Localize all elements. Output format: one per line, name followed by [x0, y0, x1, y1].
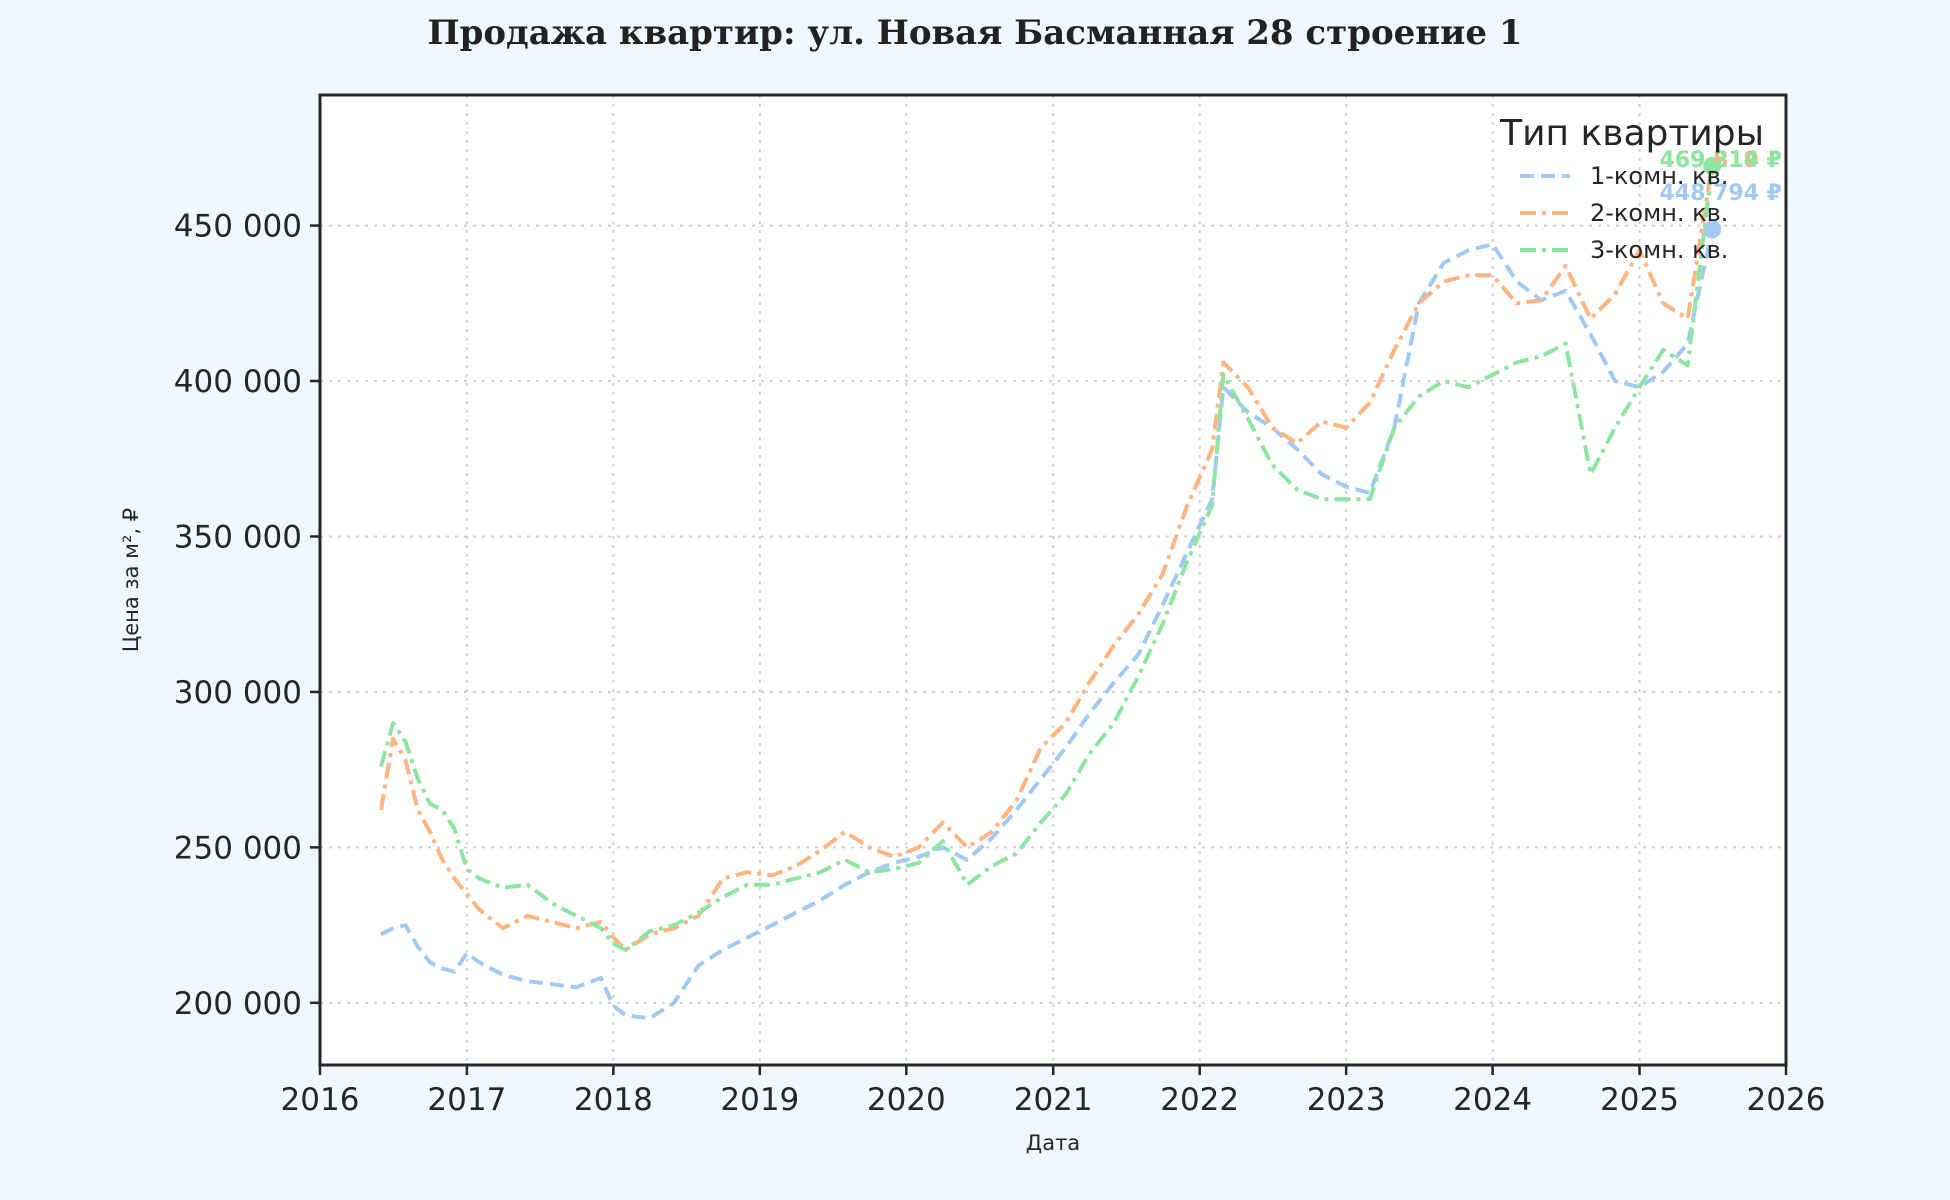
end-value-label: 469 819 ₽ [1660, 148, 1782, 173]
end-labels: 469 819 ₽469 214 ₽ 448 794 ₽ [1660, 148, 1782, 206]
legend-entry-label: 3-комн. кв. [1590, 236, 1728, 264]
x-tick-label: 2026 [1747, 1082, 1826, 1118]
end-value-label: 469 214 ₽ [1660, 148, 1782, 173]
y-tick-label: 450 000 [174, 209, 302, 245]
x-tick-label: 2021 [1014, 1082, 1093, 1118]
x-tick-label: 2016 [281, 1082, 360, 1118]
x-tick-label: 2025 [1600, 1082, 1679, 1118]
chart-title: Продажа квартир: ул. Новая Басманная 28 … [427, 13, 1522, 53]
axis-ticks: 2016 2017 2018 2019 2020 2021 2022 2023 2024 2025… [174, 209, 1826, 1118]
series-line-3 [379, 165, 1715, 952]
legend-title: Тип квартиры [1499, 113, 1764, 154]
series-layer [379, 152, 1724, 1021]
series-end-point-3 [1701, 154, 1724, 177]
series-line-2 [379, 163, 1715, 952]
x-tick-label: 2022 [1160, 1082, 1239, 1118]
x-tick-label: 2018 [574, 1082, 653, 1118]
x-tick-label: 2020 [867, 1082, 946, 1118]
y-tick-label: 400 000 [174, 364, 302, 400]
y-tick-label: 350 000 [174, 519, 302, 555]
x-tick-label: 2019 [720, 1082, 799, 1118]
y-tick-label: 250 000 [174, 830, 302, 866]
series-line-1 [380, 228, 1715, 1021]
y-axis-label: Цена за м², ₽ [119, 508, 143, 652]
legend-entry-label: 1-комн. кв. [1590, 162, 1728, 190]
y-tick-label: 200 000 [174, 986, 302, 1022]
legend: Тип квартиры 1-комн. кв. 2-комн. кв. 3-ком… [1499, 113, 1764, 264]
x-axis-label: Дата [1026, 1131, 1080, 1155]
x-tick-label: 2017 [427, 1082, 506, 1118]
x-tick-label: 2024 [1453, 1082, 1532, 1118]
x-tick-label: 2023 [1307, 1082, 1386, 1118]
y-tick-label: 300 000 [174, 675, 302, 711]
end-value-label: 448 794 ₽ [1660, 181, 1782, 206]
grid-lines [319, 95, 1787, 1065]
legend-entry-label: 2-комн. кв. [1590, 199, 1728, 227]
plot-background [320, 95, 1786, 1065]
